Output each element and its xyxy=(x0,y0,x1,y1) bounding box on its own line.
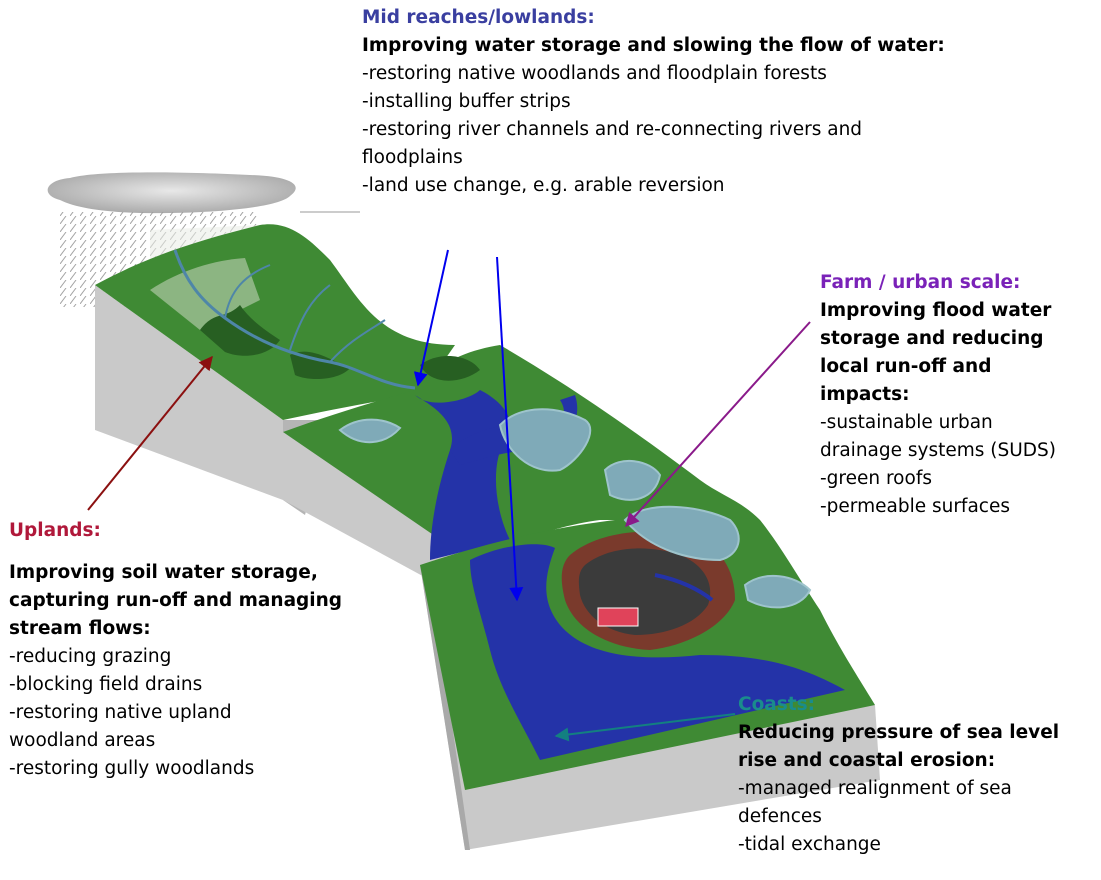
mid-reaches-item: -restoring river channels and re-connect… xyxy=(362,119,863,140)
mid-reaches-arrow-1 xyxy=(413,249,449,387)
farm-urban-heading: Farm / urban scale: xyxy=(820,272,1021,293)
coasts-label: Coasts: Reducing pressure of sea level r… xyxy=(738,691,1059,859)
farm-urban-arrow xyxy=(625,321,811,528)
farm-urban-subheading-line: Improving flood water xyxy=(820,300,1052,321)
coasts-subheading-line: rise and coastal erosion: xyxy=(738,750,996,771)
uplands-subheading-line: capturing run-off and managing xyxy=(9,590,343,611)
farm-urban-subheading-line: storage and reducing xyxy=(820,328,1044,349)
mid-reaches-arrow-2 xyxy=(496,256,524,602)
mid-reaches-label: Mid reaches/lowlands: Improving water st… xyxy=(362,4,945,200)
farm-urban-label: Farm / urban scale: Improving flood wate… xyxy=(820,269,1056,521)
coastal-block xyxy=(420,505,880,850)
uplands-arrow xyxy=(87,355,213,511)
farm-urban-subheading-line: local run-off and xyxy=(820,356,992,377)
farm-urban-item: drainage systems (SUDS) xyxy=(820,440,1057,461)
coasts-subheading-line: Reducing pressure of sea level xyxy=(738,722,1060,743)
coasts-heading: Coasts: xyxy=(738,694,816,715)
mid-reaches-item: -land use change, e.g. arable reversion xyxy=(362,175,725,196)
farm-urban-subheading-line: impacts: xyxy=(820,384,910,405)
mid-reaches-item: -installing buffer strips xyxy=(362,91,571,112)
mid-reaches-subheading: Improving water storage and slowing the … xyxy=(362,35,945,56)
uplands-item: -restoring native upland xyxy=(9,702,232,723)
farm-urban-item: -sustainable urban xyxy=(820,412,993,433)
rain-cloud xyxy=(47,172,296,214)
uplands-item: woodland areas xyxy=(9,730,156,751)
mid-reaches-item: -restoring native woodlands and floodpla… xyxy=(362,63,827,84)
mid-reaches-heading: Mid reaches/lowlands: xyxy=(362,7,595,28)
uplands-item: -blocking field drains xyxy=(9,674,203,695)
mid-reaches-item: floodplains xyxy=(362,147,463,168)
uplands-label: Uplands: Improving soil water storage, c… xyxy=(9,517,342,783)
coasts-item: defences xyxy=(738,806,822,827)
uplands-item: -reducing grazing xyxy=(9,646,172,667)
uplands-item: -restoring gully woodlands xyxy=(9,758,255,779)
uplands-heading: Uplands: xyxy=(9,520,101,541)
coasts-item: -tidal exchange xyxy=(738,834,881,855)
lowland-block xyxy=(283,345,760,580)
uplands-subheading-line: Improving soil water storage, xyxy=(9,562,318,583)
coasts-arrow xyxy=(554,713,736,742)
farm-urban-item: -permeable surfaces xyxy=(820,496,1010,517)
upland-block xyxy=(95,224,455,515)
uplands-subheading-line: stream flows: xyxy=(9,618,151,639)
coasts-item: -managed realignment of sea xyxy=(738,778,1012,799)
farm-urban-item: -green roofs xyxy=(820,468,932,489)
